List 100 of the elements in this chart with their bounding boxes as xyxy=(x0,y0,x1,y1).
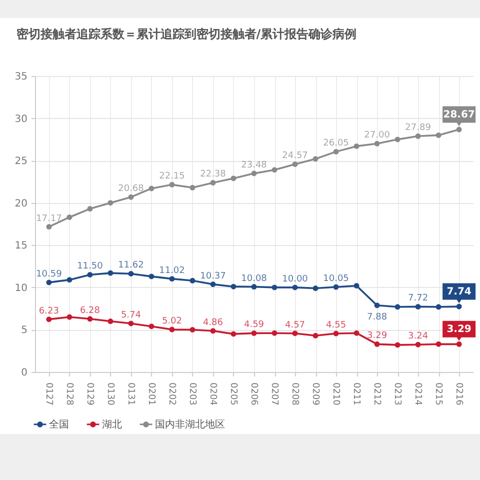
point xyxy=(87,316,93,322)
x-tick-label: 0129 xyxy=(84,382,94,406)
point xyxy=(272,284,278,290)
x-tick-label: 0203 xyxy=(186,382,197,406)
data-label: 3.24 xyxy=(408,332,428,342)
point xyxy=(436,132,442,138)
point xyxy=(456,341,462,347)
point xyxy=(272,167,278,173)
point xyxy=(190,326,196,332)
point xyxy=(66,277,72,283)
point xyxy=(312,286,318,292)
data-label: 4.86 xyxy=(202,318,224,328)
data-label: 4.57 xyxy=(284,320,306,330)
point xyxy=(374,140,380,146)
point xyxy=(128,320,134,326)
data-label: 22.38 xyxy=(200,170,226,180)
data-label: 24.57 xyxy=(282,151,308,162)
point xyxy=(108,200,114,206)
data-label: 20.68 xyxy=(118,184,144,194)
point xyxy=(87,206,93,212)
legend-label: 全国 xyxy=(49,418,69,430)
point xyxy=(354,283,360,288)
point xyxy=(415,304,421,310)
data-label: 11.02 xyxy=(159,266,185,276)
x-tick-label: 0207 xyxy=(269,382,280,406)
data-label: 4.59 xyxy=(244,320,264,330)
x-tick-label: 0209 xyxy=(310,382,320,406)
point xyxy=(251,330,257,336)
data-label: 3.29 xyxy=(367,331,388,342)
point xyxy=(148,186,154,192)
point xyxy=(128,194,134,200)
point xyxy=(169,276,175,282)
point xyxy=(46,316,52,322)
x-tick-label: 0210 xyxy=(330,382,341,406)
x-tick-label: 0214 xyxy=(412,382,423,406)
point xyxy=(190,278,196,284)
y-tick-label: 5 xyxy=(21,325,28,336)
x-tick-label: 0205 xyxy=(228,382,238,406)
data-label: 17.17 xyxy=(36,214,62,224)
point xyxy=(456,304,462,310)
y-tick-label: 35 xyxy=(14,72,28,82)
point xyxy=(46,224,52,230)
y-tick-label: 15 xyxy=(14,240,28,252)
point xyxy=(292,330,298,336)
x-tick-label: 0127 xyxy=(43,382,54,406)
point xyxy=(374,302,380,308)
x-tick-label: 0213 xyxy=(392,382,402,406)
point xyxy=(374,341,380,347)
data-label: 27.00 xyxy=(364,130,390,141)
y-tick-label: 10 xyxy=(14,282,28,294)
point xyxy=(148,324,154,330)
y-tick-label: 25 xyxy=(14,156,28,168)
point xyxy=(456,126,462,132)
data-label: 7.88 xyxy=(367,312,388,322)
point xyxy=(292,161,298,167)
data-label: 10.00 xyxy=(282,274,308,284)
data-label: 5.02 xyxy=(162,316,182,327)
x-tick-label: 0211 xyxy=(351,382,362,406)
point xyxy=(169,182,175,188)
point xyxy=(394,304,400,310)
y-tick-label: 20 xyxy=(14,198,28,210)
data-label: 6.28 xyxy=(80,306,100,316)
x-tick-label: 0208 xyxy=(290,382,300,406)
data-label: 23.48 xyxy=(241,160,268,170)
x-tick-label: 0212 xyxy=(372,382,382,406)
point xyxy=(210,180,216,186)
point xyxy=(394,136,400,142)
y-tick-label: 30 xyxy=(14,114,28,125)
point xyxy=(230,176,236,182)
point xyxy=(169,326,175,332)
point xyxy=(436,341,442,347)
data-label: 6.23 xyxy=(38,306,59,316)
point xyxy=(230,284,236,290)
data-label: 22.15 xyxy=(159,172,185,182)
point xyxy=(230,331,236,337)
point xyxy=(333,284,339,290)
data-label: 11.62 xyxy=(118,260,144,271)
point xyxy=(66,314,72,320)
data-label: 3.29 xyxy=(446,324,472,336)
x-tick-label: 0128 xyxy=(64,382,74,406)
data-label: 28.67 xyxy=(443,110,475,121)
data-label: 26.05 xyxy=(323,138,349,149)
x-tick-label: 0216 xyxy=(454,382,464,406)
legend-label: 国内非湖北地区 xyxy=(155,418,225,430)
point xyxy=(148,274,154,280)
data-label: 11.50 xyxy=(77,262,104,272)
point xyxy=(333,148,339,154)
x-tick-label: 0215 xyxy=(433,382,444,406)
point xyxy=(394,342,400,348)
data-label: 10.05 xyxy=(323,274,349,284)
point xyxy=(251,170,257,176)
x-tick-label: 0202 xyxy=(166,382,176,406)
point xyxy=(272,330,278,336)
data-label: 4.55 xyxy=(326,320,346,331)
data-label: 10.59 xyxy=(36,269,62,280)
point xyxy=(87,272,93,278)
point xyxy=(436,304,442,310)
point xyxy=(312,156,318,162)
point xyxy=(415,133,421,139)
legend-label: 湖北 xyxy=(102,418,122,430)
